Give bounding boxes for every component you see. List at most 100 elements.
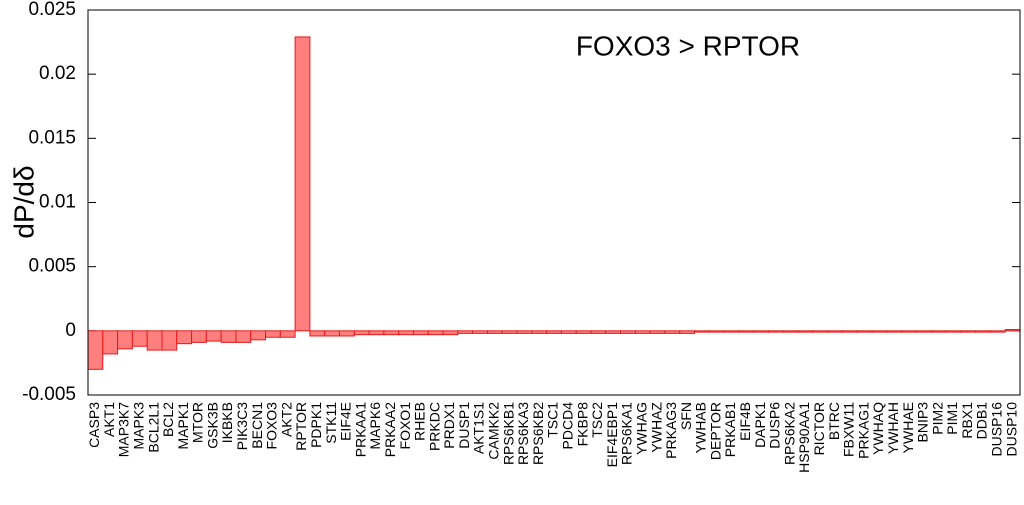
annotation: FOXO3 > RPTOR [576, 30, 800, 61]
x-tick-label: PDPK1 [308, 402, 324, 448]
x-tick-label: BECN1 [249, 402, 265, 449]
bar [871, 330, 888, 333]
bar [841, 330, 858, 333]
bar [294, 36, 311, 332]
x-tick-label: RPTOR [293, 402, 309, 451]
bar [975, 330, 991, 333]
x-tick-label: EIF4E [338, 402, 354, 441]
bar [501, 330, 518, 334]
x-tick-label: RICTOR [811, 402, 827, 455]
bar [324, 330, 340, 337]
x-tick-label: RBX1 [959, 402, 975, 439]
bar [575, 330, 592, 334]
x-tick-label: PIK3C3 [234, 402, 250, 450]
x-tick-label: AKT2 [278, 402, 294, 437]
bar [368, 330, 385, 336]
x-tick-label: RHEB [412, 402, 428, 441]
y-axis-label: dP/dδ [8, 165, 39, 238]
bar [679, 330, 696, 334]
x-tick-label: IKBKB [219, 402, 235, 443]
x-tick-label: RPS6KA3 [515, 402, 531, 465]
bar [220, 330, 237, 343]
x-tick-label: RPS6KA2 [781, 402, 797, 465]
x-tick-label: CASP3 [86, 402, 102, 448]
bar [989, 330, 1006, 333]
x-tick-label: MAPK6 [367, 402, 383, 450]
bar [546, 330, 562, 334]
bar [560, 330, 577, 334]
y-tick-label: 0.025 [28, 0, 76, 20]
bar [486, 330, 503, 334]
bar [886, 330, 903, 333]
bar [427, 330, 444, 336]
x-tick-label: BCL2 [160, 402, 176, 437]
bar [516, 330, 533, 334]
x-tick-label: YWHAZ [648, 402, 664, 453]
bar [309, 330, 326, 337]
x-tick-label: FOXO3 [264, 402, 280, 450]
x-tick-label: TSC1 [545, 402, 561, 438]
y-tick-label: 0 [65, 320, 76, 341]
x-tick-label: PIM2 [929, 402, 945, 435]
x-tick-label: PRKAG1 [855, 402, 871, 459]
y-tick-label: 0.01 [39, 192, 76, 213]
x-tick-label: BCL2L1 [145, 402, 161, 453]
x-tick-label: FBXW11 [841, 402, 857, 457]
x-tick-label: PRKAA2 [382, 402, 398, 457]
x-tick-label: EIF4B [737, 402, 753, 441]
bar [708, 330, 725, 333]
bar [827, 330, 843, 333]
bar [87, 330, 104, 370]
bar [620, 330, 636, 334]
x-tick-label: RPS6KA1 [619, 402, 635, 465]
bar [694, 330, 710, 333]
x-tick-label: STK11 [323, 402, 339, 444]
x-tick-label: BTRC [826, 402, 842, 440]
bar [161, 330, 178, 351]
bar [250, 330, 267, 341]
bar [472, 330, 488, 334]
x-tick-label: PRKAG3 [663, 402, 679, 459]
x-tick-label: YWHAH [885, 402, 901, 454]
bar [945, 330, 962, 333]
x-tick-label: FKBP8 [574, 402, 590, 447]
bar [131, 330, 148, 347]
bar [383, 330, 400, 336]
bar [338, 330, 355, 337]
bar [797, 330, 814, 333]
x-tick-label: PRKDC [426, 402, 442, 451]
x-tick-label: DUSP16 [989, 402, 1005, 457]
x-tick-label: MAP3K7 [116, 402, 132, 457]
x-tick-label: CAMKK2 [486, 402, 502, 460]
x-tick-label: RPS6KB2 [530, 402, 546, 465]
bar [265, 330, 281, 338]
y-tick-label: 0.02 [39, 63, 76, 84]
x-tick-label: BNIP3 [915, 402, 931, 443]
x-tick-label: MAPK3 [130, 402, 146, 450]
bar [1004, 329, 1021, 332]
bar [457, 330, 474, 334]
bar [442, 330, 459, 336]
bar [812, 330, 829, 333]
bar [960, 330, 977, 333]
x-tick-label: AKT1S1 [471, 402, 487, 454]
bar [191, 330, 207, 343]
bar [634, 330, 651, 334]
bar [590, 330, 607, 334]
x-tick-label: MAPK1 [175, 402, 191, 450]
y-tick-label: -0.005 [22, 384, 76, 405]
bar [235, 330, 252, 343]
x-tick-label: SFN [678, 402, 694, 430]
bar [930, 330, 947, 333]
x-tick-label: DDB1 [974, 402, 990, 440]
bar [782, 330, 799, 333]
bar [146, 330, 163, 351]
bar [279, 330, 296, 338]
x-tick-label: GSK3B [204, 402, 220, 449]
plot-frame [87, 9, 1021, 396]
x-tick-label: EIF4EBP1 [604, 402, 620, 468]
bar [102, 330, 119, 355]
x-tick-label: YWHAQ [870, 402, 886, 455]
bar [176, 330, 193, 345]
